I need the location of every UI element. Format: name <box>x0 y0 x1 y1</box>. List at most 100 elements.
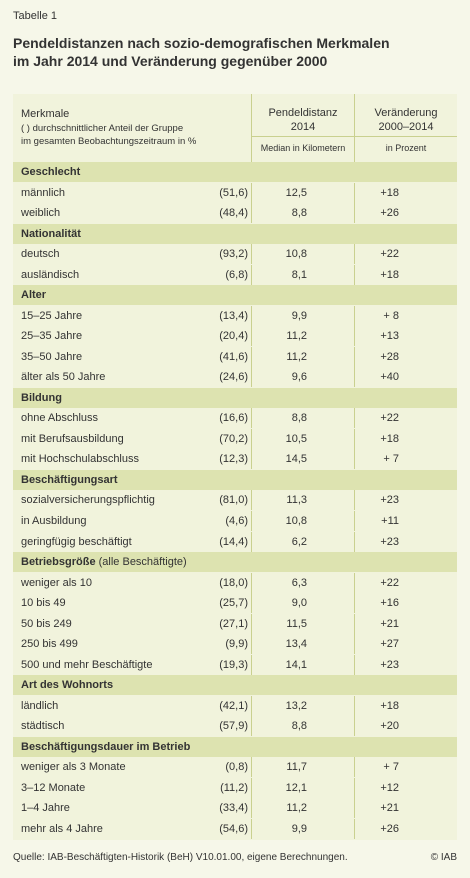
row-distance: 14,1 <box>285 659 307 671</box>
column-divider <box>354 265 355 285</box>
row-share: (0,8) <box>225 761 248 773</box>
column-divider <box>251 490 252 510</box>
row-distance: 13,4 <box>285 638 307 650</box>
row-change: + 7 <box>383 761 399 773</box>
row-share: (18,0) <box>219 577 248 589</box>
row-change: +18 <box>380 269 399 281</box>
column-divider <box>251 634 252 654</box>
row-distance: 10,8 <box>285 515 307 527</box>
table-row: 1–4 Jahre (33,4) 11,2 +21 <box>13 798 457 818</box>
column-divider <box>354 655 355 675</box>
section-header: Alter <box>13 285 457 305</box>
section-header: Beschäftigungsart <box>13 470 457 490</box>
row-distance: 12,5 <box>285 187 307 199</box>
row-change: +23 <box>380 659 399 671</box>
row-change: +27 <box>380 638 399 650</box>
header-rule-1 <box>252 136 354 137</box>
section-title: Bildung <box>21 392 62 404</box>
row-share: (25,7) <box>219 597 248 609</box>
row-share: (6,8) <box>225 269 248 281</box>
column-divider <box>354 593 355 613</box>
column-divider <box>251 367 252 387</box>
row-change: +18 <box>380 187 399 199</box>
section-title: Art des Wohnorts <box>21 679 114 691</box>
row-label: städtisch <box>21 720 65 732</box>
row-distance: 9,6 <box>291 371 307 383</box>
column-divider <box>354 408 355 428</box>
table-row: sozialversicherungspflichtig (81,0) 11,3 +2… <box>13 490 457 510</box>
row-distance: 9,9 <box>291 310 307 322</box>
row-change: +21 <box>380 802 399 814</box>
copyright-note: © IAB <box>430 852 457 863</box>
row-distance: 10,8 <box>285 248 307 260</box>
section-title: Beschäftigungsart <box>21 474 118 486</box>
section-header: Beschäftigungsdauer im Betrieb <box>13 737 457 757</box>
table-row: 3–12 Monate (11,2) 12,1 +12 <box>13 778 457 798</box>
row-distance: 11,2 <box>286 802 307 814</box>
row-share: (14,4) <box>219 536 248 548</box>
table-header: Merkmale ( ) durchschnittlicher Anteil d… <box>13 94 457 162</box>
title-line-2: im Jahr 2014 und Veränderung gegenüber 2… <box>13 53 328 69</box>
column-divider <box>251 778 252 798</box>
header-col-change-line1: Veränderung <box>374 107 438 119</box>
row-label: 1–4 Jahre <box>21 802 70 814</box>
column-divider <box>354 819 355 839</box>
header-col-distance: Pendeldistanz 2014 <box>252 106 354 134</box>
row-label: 250 bis 499 <box>21 638 78 650</box>
row-distance: 8,1 <box>291 269 307 281</box>
row-change: +16 <box>380 597 399 609</box>
row-distance: 9,0 <box>291 597 307 609</box>
table-row: weniger als 10 (18,0) 6,3 +22 <box>13 573 457 593</box>
column-divider <box>354 532 355 552</box>
column-divider <box>354 778 355 798</box>
column-divider <box>251 532 252 552</box>
row-share: (4,6) <box>225 515 248 527</box>
header-col-distance-unit: Median in Kilometern <box>260 143 346 153</box>
column-divider <box>251 326 252 346</box>
title-line-1: Pendeldistanzen nach sozio-demografische… <box>13 35 390 51</box>
column-divider <box>354 347 355 367</box>
column-divider <box>354 614 355 634</box>
row-change: +22 <box>380 248 399 260</box>
table-row: geringfügig beschäftigt (14,4) 6,2 +23 <box>13 532 457 552</box>
row-change: +21 <box>380 618 399 630</box>
row-share: (54,6) <box>219 823 248 835</box>
section-header: Betriebsgröße (alle Beschäftigte) <box>13 552 457 572</box>
table-title: Pendeldistanzen nach sozio-demografische… <box>13 34 453 70</box>
section-title-suffix: (alle Beschäftigte) <box>95 556 187 568</box>
section-title: Nationalität <box>21 228 81 240</box>
header-divider-2 <box>354 94 355 162</box>
table-row: 500 und mehr Beschäftigte (19,3) 14,1 +23 <box>13 655 457 675</box>
column-divider <box>251 183 252 203</box>
row-change: +26 <box>380 207 399 219</box>
table-row: mit Hochschulabschluss (12,3) 14,5 + 7 <box>13 449 457 469</box>
column-divider <box>251 511 252 531</box>
header-col-change: Veränderung 2000–2014 <box>355 106 457 134</box>
row-label: 25–35 Jahre <box>21 330 83 342</box>
row-label: in Ausbildung <box>21 515 87 527</box>
table-panel: Merkmale ( ) durchschnittlicher Anteil d… <box>13 94 457 840</box>
section-title: Beschäftigungsdauer im Betrieb <box>21 741 191 753</box>
header-col-change-unit: in Prozent <box>385 143 427 153</box>
row-share: (13,4) <box>219 310 248 322</box>
header-merkmale-note2: im gesamten Beobachtungszeitraum in % <box>21 136 197 147</box>
column-divider <box>354 183 355 203</box>
row-share: (24,6) <box>219 371 248 383</box>
column-divider <box>251 244 252 264</box>
row-change: +12 <box>380 782 399 794</box>
row-label: mehr als 4 Jahre <box>21 823 103 835</box>
column-divider <box>251 203 252 223</box>
table-row: mehr als 4 Jahre (54,6) 9,9 +26 <box>13 819 457 839</box>
row-label: ohne Abschluss <box>21 412 99 424</box>
column-divider <box>251 614 252 634</box>
table-row: weiblich (48,4) 8,8 +26 <box>13 203 457 223</box>
column-divider <box>251 408 252 428</box>
column-divider <box>354 449 355 469</box>
row-change: +20 <box>380 720 399 732</box>
row-label: weiblich <box>21 207 61 219</box>
row-share: (48,4) <box>219 207 248 219</box>
column-divider <box>251 798 252 818</box>
column-divider <box>354 798 355 818</box>
header-divider-1 <box>251 94 252 162</box>
column-divider <box>354 429 355 449</box>
